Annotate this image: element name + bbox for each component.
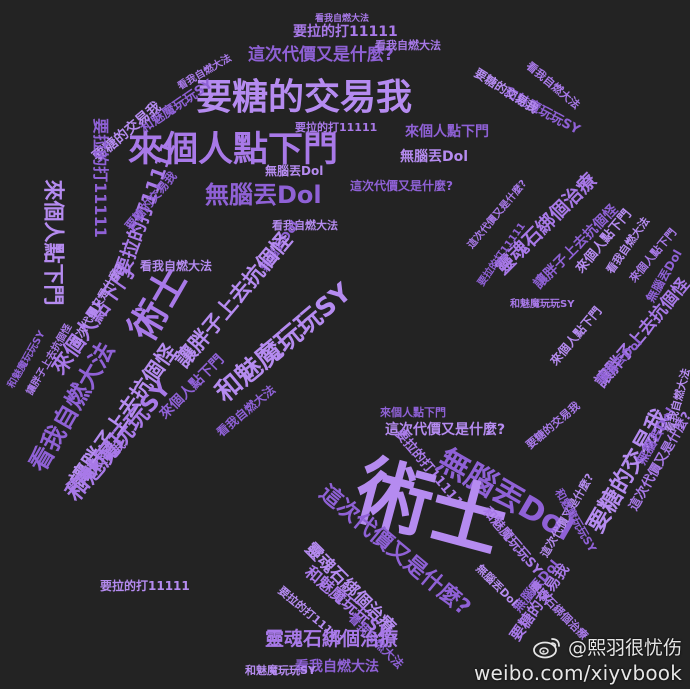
cloud-word-come: 來個人點下門 (128, 130, 339, 170)
weibo-watermark: @熙羽很忧伤 weibo.com/xiyvbook (474, 633, 682, 685)
cloud-word-come: 來個人點下門 (405, 124, 489, 140)
cloud-word-dol: 無腦丟Dol (400, 149, 469, 165)
cloud-word-cost: 這次代價又是什麼? (350, 179, 453, 193)
cloud-word-see: 看我自燃大法 (295, 659, 379, 675)
cloud-word-trade: 要糖的交易我 (196, 77, 413, 118)
cloud-word-dol: 無腦丟Dol (473, 561, 521, 610)
watermark-url: weibo.com/xiyvbook (473, 661, 682, 685)
cloud-word-trade: 要糖的交易我 (523, 399, 583, 452)
cloud-word-dol: 無腦丟Dol (205, 181, 322, 209)
cloud-word-see: 看我自燃大法 (315, 14, 370, 24)
cloud-word-pull: 要拉的打11111 (90, 118, 110, 238)
watermark-handle-row: @熙羽很忧伤 (474, 633, 682, 660)
cloud-word-cost: 這次代價又是什麼? (248, 45, 394, 65)
cloud-word-come: 來個人點下門 (380, 406, 446, 419)
cloud-word-pile: 和魅魔玩玩SY (245, 664, 316, 677)
cloud-word-pull: 要拉的打11111 (293, 24, 398, 40)
watermark-handle: @熙羽很忧伤 (567, 637, 682, 659)
cloud-word-come: 來個人點下門 (41, 179, 66, 306)
cloud-word-pull: 要拉的打11111 (100, 579, 190, 593)
cloud-word-soul: 靈魂石綁個治療 (265, 628, 399, 650)
cloud-word-come: 來個人點下門 (547, 303, 605, 369)
cloud-word-pull: 要拉的打11111 (295, 121, 378, 134)
cloud-word-dol: 無腦丟Dol (265, 164, 324, 178)
weibo-icon (533, 637, 560, 658)
cloud-word-see: 看我自燃大法 (272, 219, 338, 232)
cloud-word-see: 看我自燃大法 (375, 39, 441, 52)
cloud-word-cost: 這次代價又是什麼? (385, 422, 506, 438)
cloud-word-see: 看我自燃大法 (140, 259, 213, 273)
cloud-word-pile: 和魅魔玩玩SY (510, 299, 575, 310)
